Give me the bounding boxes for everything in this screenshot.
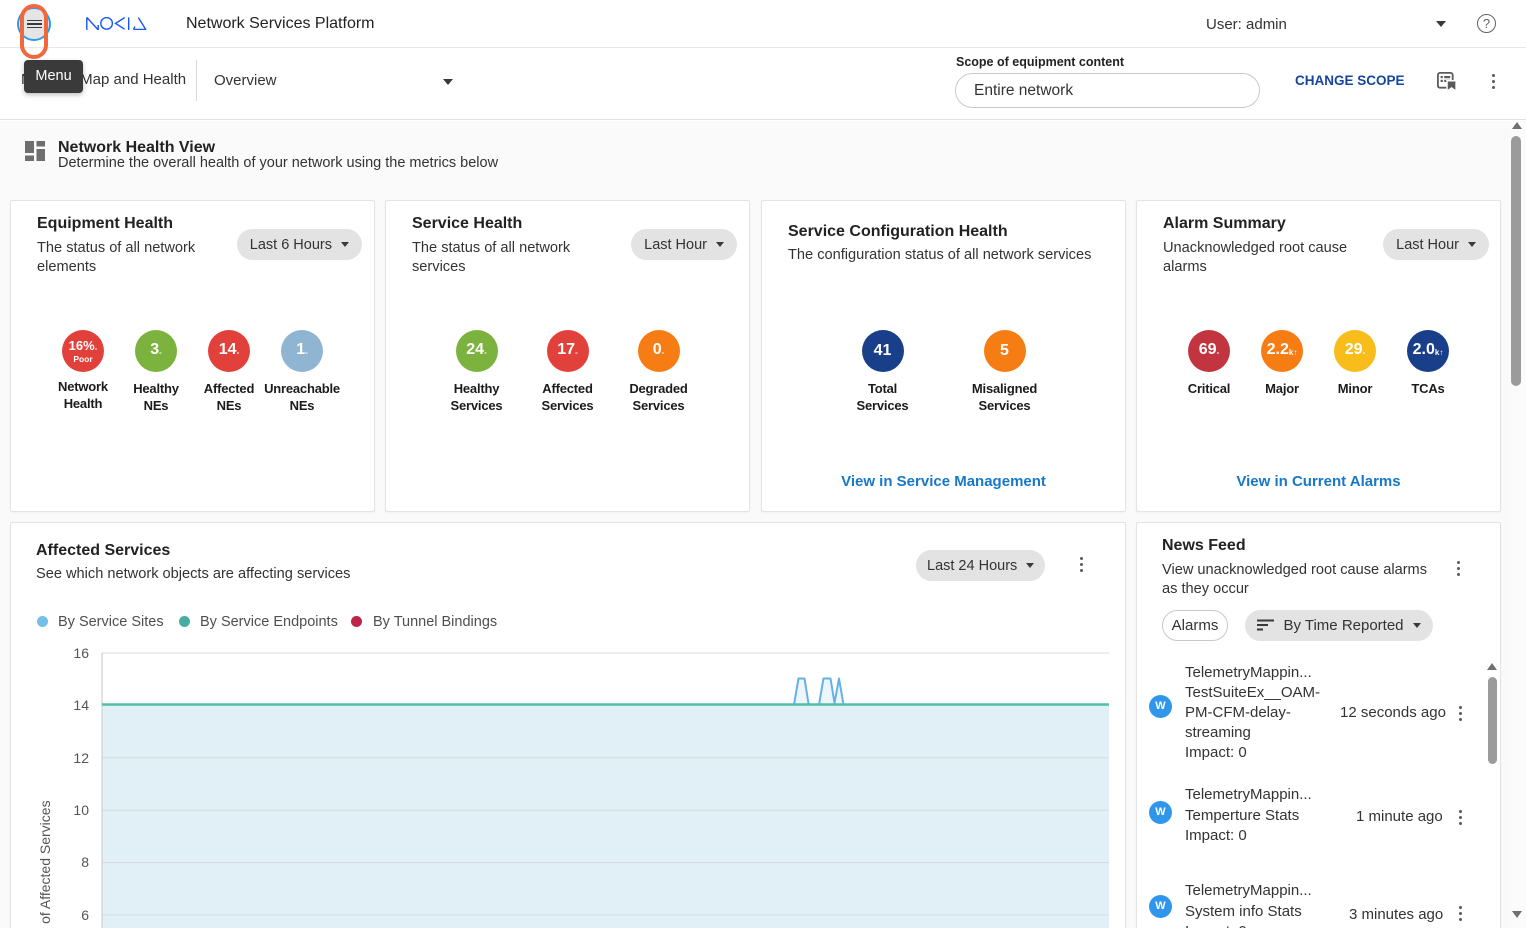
svg-text:16: 16: [73, 645, 89, 661]
svg-text:10: 10: [73, 802, 89, 818]
svg-text:# of Affected Services: # of Affected Services: [37, 800, 53, 928]
svg-text:12: 12: [73, 750, 89, 766]
svg-text:14: 14: [73, 697, 89, 713]
svg-text:8: 8: [81, 854, 89, 870]
svg-text:6: 6: [81, 907, 89, 923]
